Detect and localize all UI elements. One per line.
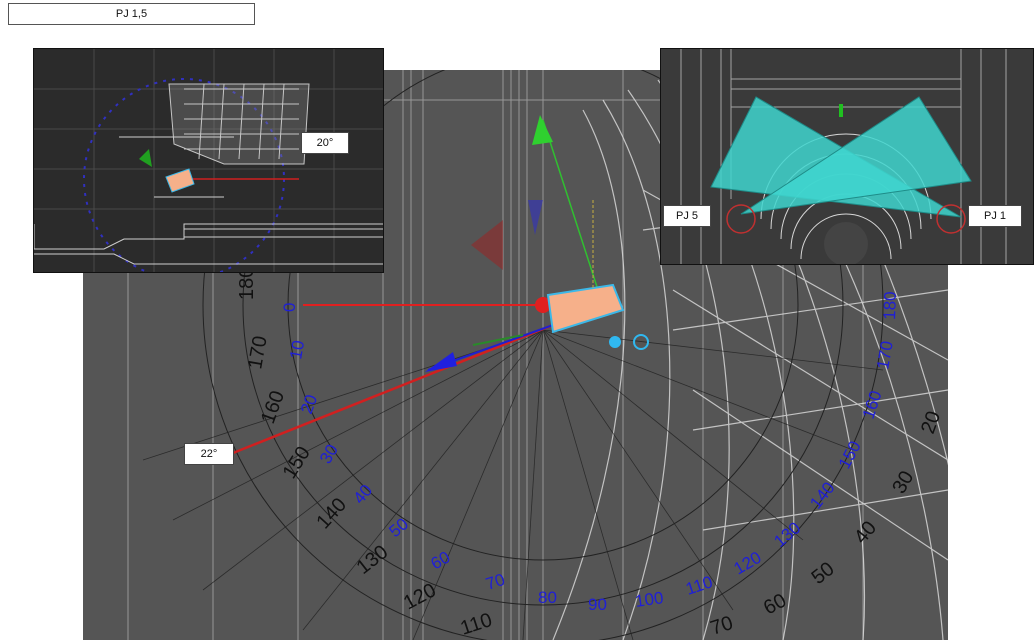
left-inset-projector xyxy=(165,168,195,193)
left-inset-gizmo xyxy=(139,149,152,167)
inner-tick-label: 180 xyxy=(880,291,900,320)
pj1-marker xyxy=(936,204,966,234)
inner-tick-label: 0 xyxy=(280,303,299,312)
gizmo-origin xyxy=(535,297,551,313)
right-tick-label: 50 xyxy=(808,558,839,589)
right-tick-label: 70 xyxy=(708,612,736,640)
right-tick-label: 30 xyxy=(888,467,918,497)
inner-tick-label: 70 xyxy=(483,570,507,594)
protractor-arcs xyxy=(202,70,884,640)
pj5-label: PJ 5 xyxy=(663,205,711,227)
outer-tick-label: 160 xyxy=(257,388,289,427)
inner-tick-label: 40 xyxy=(350,481,377,508)
outer-tick-label: 170 xyxy=(244,334,271,371)
left-inset-angle-label: 20° xyxy=(301,132,349,154)
projector-body xyxy=(546,283,625,334)
inner-tick-label: 100 xyxy=(634,588,665,611)
inner-tick-label: 80 xyxy=(538,588,557,607)
left-inset-stage xyxy=(168,83,310,165)
page-title: PJ 1,5 xyxy=(8,3,255,25)
right-inset-view[interactable]: PJ 5 PJ 1 xyxy=(660,48,1034,265)
inner-tick-label: 20 xyxy=(297,392,321,416)
z-axis-cone xyxy=(471,220,503,270)
left-inset-canvas xyxy=(34,49,383,272)
inner-tick-label: 60 xyxy=(428,548,454,574)
inner-tick-label: 150 xyxy=(835,438,865,472)
pj5-marker xyxy=(726,204,756,234)
outer-tick-label: 150 xyxy=(279,443,315,483)
right-inset-pit xyxy=(824,222,868,264)
inner-tick-label: 130 xyxy=(770,518,804,551)
main-angle-label: 22° xyxy=(184,443,234,465)
inner-tick-label: 10 xyxy=(286,339,308,361)
ray-fan xyxy=(142,329,884,640)
inner-tick-label: 110 xyxy=(683,572,715,598)
right-tick-label: 20 xyxy=(917,408,945,436)
blue-arrowhead xyxy=(425,352,457,372)
projector-node-2 xyxy=(633,334,649,350)
projector-node-1 xyxy=(609,336,621,348)
red-projection-line xyxy=(227,323,554,457)
outer-tick-label: 140 xyxy=(312,494,351,534)
right-tick-label: 40 xyxy=(850,517,881,548)
left-inset-view[interactable]: 20° xyxy=(33,48,384,273)
pj1-frustum xyxy=(740,96,972,215)
pj1-label: PJ 1 xyxy=(968,205,1022,227)
outer-tick-label: 110 xyxy=(458,609,495,640)
inner-tick-label: 90 xyxy=(588,595,607,614)
inner-tick-label: 170 xyxy=(873,339,897,370)
x-axis-cone xyxy=(528,200,543,235)
y-axis-line xyxy=(542,119,599,291)
right-tick-label: 60 xyxy=(760,590,790,620)
inner-tick-label: 120 xyxy=(731,548,765,579)
outer-tick-label: 180 xyxy=(236,267,258,300)
outer-tick-label: 130 xyxy=(353,541,393,579)
viewport-canvas: 180 170 160 150 140 130 120 110 0 10 20 … xyxy=(83,70,948,640)
right-inset-canvas xyxy=(680,49,1007,264)
green-guide-line xyxy=(472,334,524,346)
inner-tick-label: 50 xyxy=(385,514,412,541)
y-axis-arrowhead xyxy=(532,115,553,145)
